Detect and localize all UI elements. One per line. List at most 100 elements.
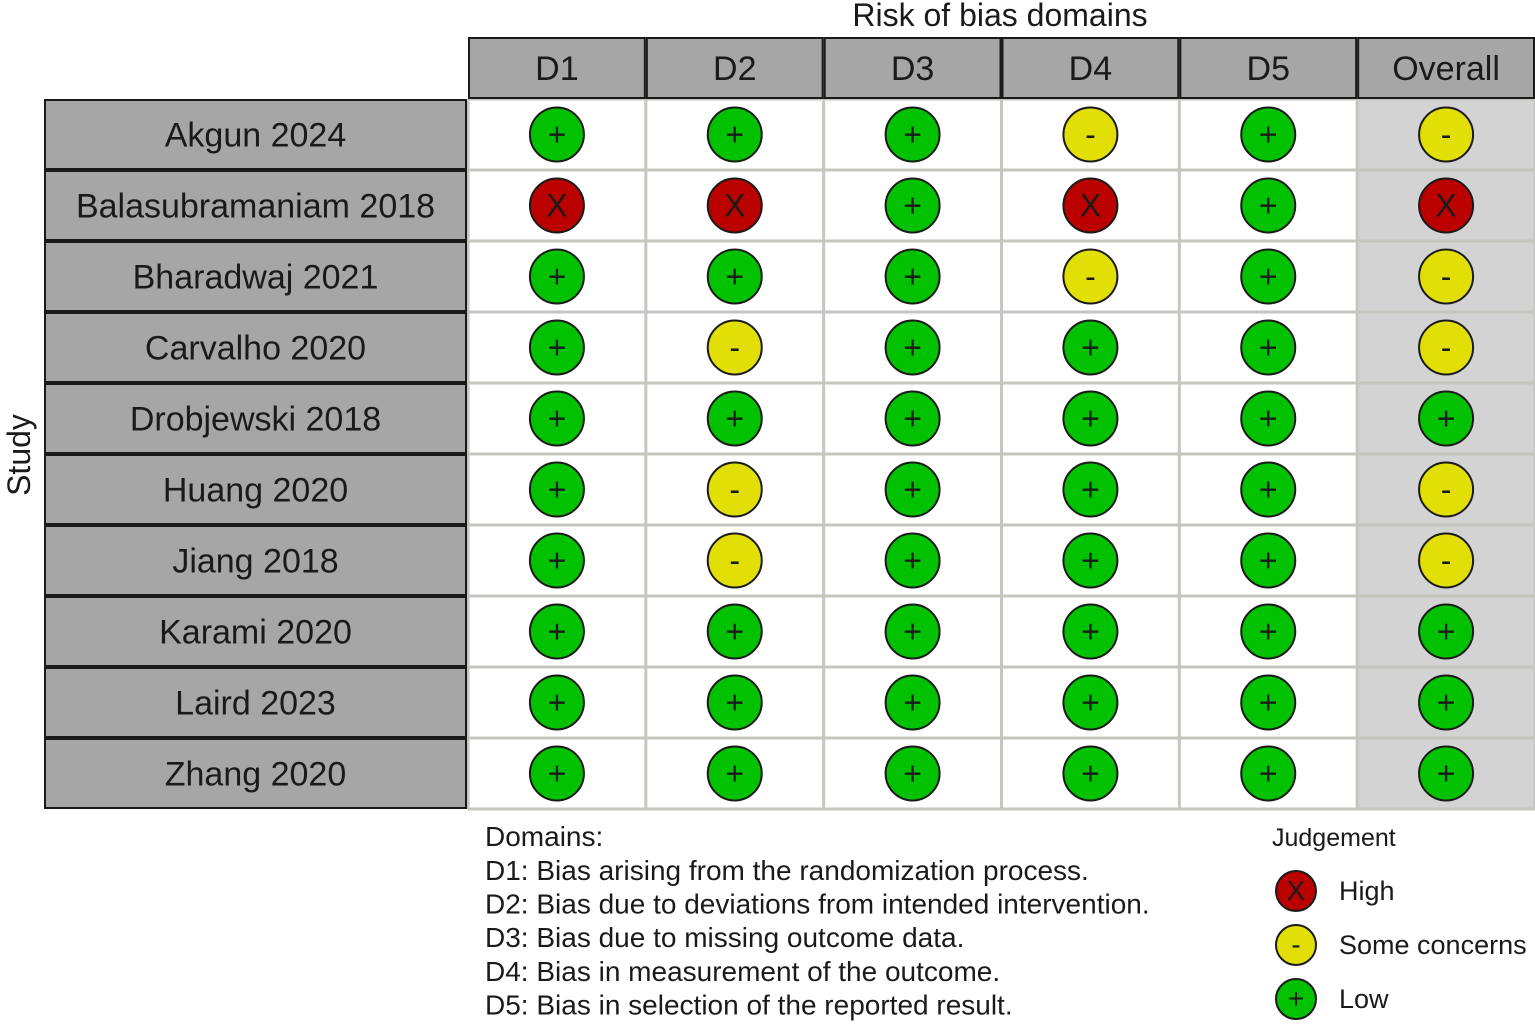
judgement-low-icon bbox=[706, 745, 763, 802]
judgement-symbol: X bbox=[724, 188, 745, 224]
judgement-low-icon bbox=[1062, 461, 1119, 518]
study-label-cell bbox=[44, 738, 467, 809]
judgement-some-icon bbox=[1418, 532, 1475, 589]
domains-heading: Domains: bbox=[485, 821, 603, 852]
judgement-low-icon bbox=[1062, 603, 1119, 660]
domain-description: D4: Bias in measurement of the outcome. bbox=[485, 956, 1000, 987]
column-header-cell bbox=[645, 37, 824, 99]
study-label-cell bbox=[44, 170, 467, 241]
judgement-symbol: + bbox=[1437, 756, 1456, 792]
judgement-low-icon bbox=[706, 674, 763, 731]
judgement-symbol: + bbox=[1259, 756, 1278, 792]
judgement-symbol: - bbox=[1441, 259, 1452, 295]
judgement-low-icon bbox=[1062, 532, 1119, 589]
judgement-symbol: + bbox=[548, 117, 567, 153]
judgement-some-icon bbox=[706, 461, 763, 518]
judgement-symbol: + bbox=[548, 259, 567, 295]
judgement-low-icon bbox=[1240, 674, 1297, 731]
judgement-low-icon bbox=[528, 603, 585, 660]
judgement-some-icon bbox=[1418, 248, 1475, 305]
judgement-symbol: + bbox=[548, 685, 567, 721]
study-label-cell bbox=[44, 241, 467, 312]
column-header-label: D5 bbox=[1247, 50, 1290, 88]
judgement-low-icon bbox=[706, 106, 763, 163]
judgement-symbol: + bbox=[1081, 685, 1100, 721]
judgement-low-icon bbox=[1240, 745, 1297, 802]
judgement-symbol: + bbox=[903, 330, 922, 366]
column-header-label: D4 bbox=[1069, 50, 1112, 88]
judgement-symbol: + bbox=[725, 614, 744, 650]
judgement-high-icon bbox=[706, 177, 763, 234]
judgement-symbol: + bbox=[1081, 472, 1100, 508]
legend-label-low: Low bbox=[1339, 984, 1389, 1014]
judgement-symbol: - bbox=[729, 472, 740, 508]
judgement-low-icon bbox=[884, 319, 941, 376]
judgement-low-icon bbox=[884, 674, 941, 731]
study-label: Laird 2023 bbox=[175, 685, 336, 723]
judgement-symbol: + bbox=[1081, 330, 1100, 366]
judgement-low-icon bbox=[1062, 390, 1119, 447]
column-header-label: Overall bbox=[1392, 50, 1500, 88]
judgement-symbol: + bbox=[1437, 401, 1456, 437]
judgement-symbol: + bbox=[725, 401, 744, 437]
judgement-symbol: - bbox=[1085, 259, 1096, 295]
column-header-cell bbox=[1357, 37, 1535, 99]
judgement-low-icon bbox=[1240, 106, 1297, 163]
judgement-low-icon bbox=[884, 461, 941, 518]
judgement-symbol: + bbox=[1259, 472, 1278, 508]
judgement-low-icon bbox=[884, 177, 941, 234]
judgement-symbol: + bbox=[548, 472, 567, 508]
judgement-symbol: - bbox=[1441, 330, 1452, 366]
judgement-symbol: + bbox=[1259, 117, 1278, 153]
domain-description: D1: Bias arising from the randomization … bbox=[485, 855, 1089, 886]
judgement-symbol: + bbox=[725, 685, 744, 721]
judgement-high-icon bbox=[528, 177, 585, 234]
domain-description: D3: Bias due to missing outcome data. bbox=[485, 922, 964, 953]
column-header-cell bbox=[468, 37, 646, 99]
judgement-low-icon bbox=[1062, 319, 1119, 376]
judgement-some-icon bbox=[1418, 461, 1475, 518]
judgement-symbol: + bbox=[903, 472, 922, 508]
judgement-symbol: X bbox=[546, 188, 567, 224]
study-label: Akgun 2024 bbox=[165, 117, 347, 155]
study-label: Carvalho 2020 bbox=[145, 330, 366, 368]
study-label-cell bbox=[44, 383, 467, 454]
legend-item-low: + Low bbox=[1275, 978, 1535, 1024]
judgement-symbol: + bbox=[1081, 614, 1100, 650]
judgement-symbol: + bbox=[548, 614, 567, 650]
judgement-low-icon bbox=[1418, 674, 1475, 731]
judgement-symbol: - bbox=[1441, 472, 1452, 508]
judgement-some-icon bbox=[706, 532, 763, 589]
judgement-symbol: + bbox=[1259, 259, 1278, 295]
judgement-symbol: + bbox=[1259, 401, 1278, 437]
judgement-symbol: + bbox=[1259, 614, 1278, 650]
judgement-symbol: + bbox=[1081, 756, 1100, 792]
judgement-low-icon bbox=[528, 461, 585, 518]
judgement-high-icon bbox=[1062, 177, 1119, 234]
judgement-low-icon bbox=[884, 106, 941, 163]
judgement-symbol: + bbox=[1259, 330, 1278, 366]
column-header-cell bbox=[823, 37, 1002, 99]
judgement-some-icon bbox=[1418, 319, 1475, 376]
judgement-low-icon bbox=[528, 106, 585, 163]
study-label-cell bbox=[44, 312, 467, 383]
study-label-cell bbox=[44, 596, 467, 667]
judgement-some-icon bbox=[706, 319, 763, 376]
legend-title: Judgement bbox=[1272, 824, 1396, 852]
low-risk-icon: + bbox=[1275, 978, 1317, 1020]
legend-item-some-concerns: - Some concerns bbox=[1275, 924, 1535, 970]
judgement-low-icon bbox=[1062, 745, 1119, 802]
judgement-symbol: - bbox=[1441, 543, 1452, 579]
judgement-low-icon bbox=[528, 319, 585, 376]
judgement-symbol: + bbox=[725, 259, 744, 295]
judgement-low-icon bbox=[528, 390, 585, 447]
judgement-symbol: + bbox=[548, 401, 567, 437]
judgement-symbol: + bbox=[1259, 685, 1278, 721]
judgement-low-icon bbox=[884, 603, 941, 660]
judgement-high-icon bbox=[1418, 177, 1475, 234]
column-header-cell bbox=[1179, 37, 1358, 99]
judgement-symbol: + bbox=[1081, 543, 1100, 579]
judgement-symbol: X bbox=[1080, 188, 1101, 224]
judgement-low-icon bbox=[884, 745, 941, 802]
study-label-cell bbox=[44, 667, 467, 738]
